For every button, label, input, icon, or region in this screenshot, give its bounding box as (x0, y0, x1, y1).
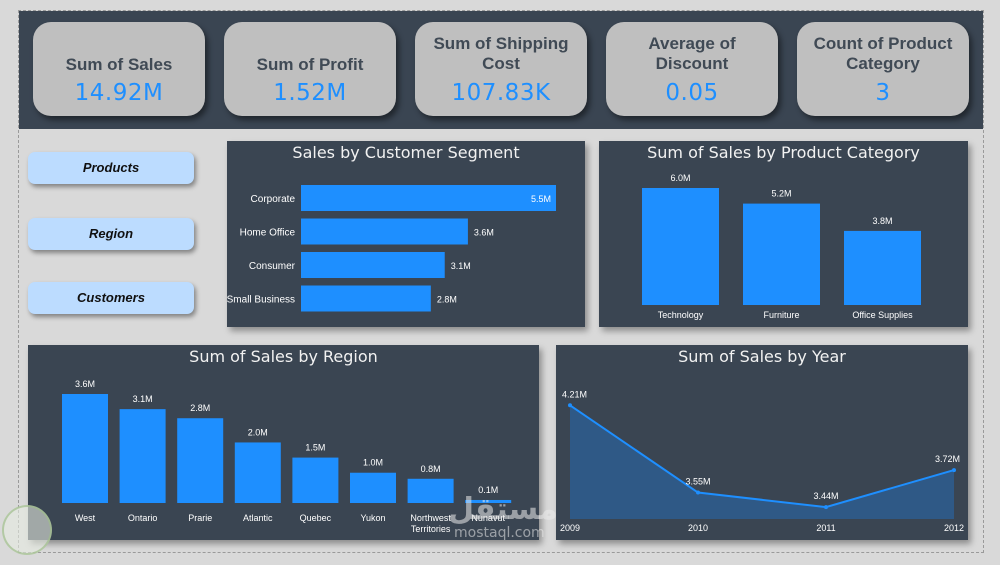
bar (350, 472, 396, 503)
data-label: 3.8M (872, 216, 892, 226)
data-label: 0.1M (478, 485, 498, 495)
data-label: 3.55M (685, 477, 710, 487)
data-label: 3.6M (474, 228, 494, 238)
bar (844, 230, 921, 305)
category-chart-panel[interactable]: Sum of Sales by Product Category 6.0M Tec… (599, 141, 968, 327)
data-point (952, 468, 956, 473)
category-label: Yukon (360, 513, 385, 523)
kpi-card-category-count[interactable]: Count of Product Category 3 (797, 22, 969, 116)
bar (234, 442, 281, 503)
data-label: 2.8M (190, 403, 210, 413)
bar (407, 478, 454, 503)
bar (301, 252, 445, 278)
bar (292, 457, 339, 503)
data-label: 3.1M (451, 261, 471, 271)
kpi-value: 107.83K (451, 80, 551, 106)
data-label: 3.72M (935, 454, 960, 464)
category-label: Consumer (249, 261, 296, 272)
kpi-label: Count of Product Category (813, 34, 953, 73)
category-label: Corporate (251, 194, 296, 205)
bar (119, 409, 166, 503)
region-chart-title: Sum of Sales by Region (189, 347, 378, 366)
data-label: 5.5M (531, 194, 551, 204)
category-label: Ontario (128, 513, 158, 523)
category-label: Office Supplies (852, 310, 913, 320)
x-tick-label: 2011 (816, 523, 835, 533)
bar (301, 285, 431, 312)
kpi-card-sales[interactable]: Sum of Sales 14.92M (33, 22, 205, 116)
year-chart-panel[interactable]: Sum of Sales by Year 4.21M 2009 3.55M 2010 3… (556, 345, 968, 540)
bar (301, 218, 468, 245)
watermark-url: mostaql.com (454, 525, 545, 541)
data-label: 5.2M (771, 189, 791, 199)
bar (177, 418, 224, 503)
data-label: 2.8M (437, 295, 457, 305)
category-label: Nunavut (471, 513, 505, 523)
category-label: Furniture (763, 310, 799, 320)
data-point (568, 403, 572, 408)
dashboard-frame (18, 10, 984, 553)
category-label: Northwest (410, 513, 451, 523)
area-fill (570, 405, 954, 519)
data-label: 0.8M (421, 464, 441, 474)
bar (642, 188, 719, 305)
kpi-label: Sum of Shipping Cost (433, 34, 569, 73)
kpi-value: 0.05 (665, 80, 719, 106)
data-label: 1.5M (305, 443, 325, 453)
category-label: Home Office (240, 228, 296, 239)
bar (465, 499, 512, 503)
kpi-label: Average of Discount (648, 34, 736, 73)
category-label: Quebec (300, 513, 332, 523)
kpi-card-profit[interactable]: Sum of Profit 1.52M (224, 22, 396, 116)
customers-button[interactable]: Customers (28, 282, 194, 314)
x-tick-label: 2012 (944, 523, 964, 533)
series-line (569, 404, 955, 509)
data-label: 3.44M (813, 491, 838, 501)
data-label: 4.21M (562, 389, 587, 399)
watermark-arabic: مستقل (448, 492, 558, 527)
data-label: 3.1M (133, 394, 153, 404)
x-tick-label: 2009 (560, 523, 580, 533)
data-label: 2.0M (248, 427, 268, 437)
kpi-value: 14.92M (74, 80, 164, 106)
kpi-card-discount[interactable]: Average of Discount 0.05 (606, 22, 778, 116)
category-chart: 6.0M Technology 5.2M Furniture 3.8M Office Su… (642, 173, 921, 320)
kpi-value: 1.52M (273, 80, 347, 106)
data-point (824, 505, 828, 510)
region-button[interactable]: Region (28, 218, 194, 250)
year-chart-title: Sum of Sales by Year (678, 347, 846, 366)
logo-icon (2, 505, 52, 555)
region-chart: 3.6M West 3.1M Ontario 2.8M Prarie 2.0M Atlanti… (62, 379, 512, 534)
data-label: 1.0M (363, 458, 383, 468)
segment-chart-title: Sales by Customer Segment (292, 143, 520, 162)
region-chart-panel[interactable]: Sum of Sales by Region 3.6M West 3.1M Ontar… (28, 345, 539, 540)
bar (743, 203, 820, 305)
data-label: 3.6M (75, 379, 95, 389)
category-label: Prarie (188, 513, 212, 523)
data-label: 6.0M (670, 173, 690, 183)
x-tick-label: 2010 (688, 523, 708, 533)
kpi-card-shipping-cost[interactable]: Sum of Shipping Cost 107.83K (415, 22, 587, 116)
kpi-value: 3 (875, 80, 891, 106)
category-label: Small Business (227, 295, 295, 306)
year-chart: 4.21M 2009 3.55M 2010 3.44M 2011 3.72M 2012 (560, 389, 964, 533)
segment-chart-panel[interactable]: Sales by Customer Segment Corporate 5.5M H… (227, 141, 585, 327)
category-chart-title: Sum of Sales by Product Category (647, 143, 920, 162)
watermark: مستقل mostaql.com (448, 492, 558, 542)
category-label: Territories (411, 524, 451, 534)
kpi-label: Sum of Sales (65, 55, 173, 74)
category-label: Technology (658, 310, 704, 320)
category-label: Atlantic (243, 513, 273, 523)
bar (301, 185, 556, 211)
category-label: West (75, 513, 96, 523)
bar (62, 394, 108, 503)
data-point (696, 490, 700, 495)
kpi-label: Sum of Profit (256, 55, 364, 74)
segment-chart: Corporate 5.5M Home Office 3.6M Consumer 3.1M… (227, 185, 556, 312)
products-button[interactable]: Products (28, 152, 194, 184)
